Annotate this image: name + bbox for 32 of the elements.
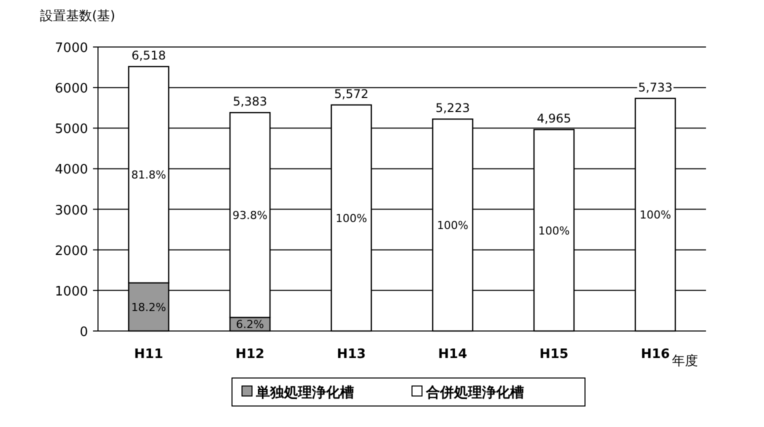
y-tick-label: 0 (80, 325, 88, 340)
y-tick-label: 1000 (54, 284, 88, 300)
y-axis-title: 設置基数(基) (40, 9, 116, 24)
annotation: 100% (336, 212, 368, 225)
total-label: 5,223 (435, 101, 470, 116)
x-tick-label: H16 (640, 347, 670, 362)
total-label: 5,383 (232, 94, 268, 109)
annotation: 93.8% (232, 209, 268, 222)
x-tick-label: H12 (236, 347, 264, 362)
annotation: 100% (640, 208, 672, 222)
annotation: 18.2% (131, 300, 166, 314)
total-label: 6,518 (131, 48, 166, 63)
y-tick-label: 3000 (54, 203, 88, 218)
y-tick-label: 6000 (54, 82, 88, 97)
y-tick-label: 5000 (54, 122, 88, 138)
x-tick-label: H11 (134, 347, 164, 362)
total-label: 5,733 (638, 80, 673, 94)
annotation: 100% (538, 224, 570, 238)
legend-label: 単独処理浄化槽 (255, 385, 354, 401)
total-label: 4,965 (536, 112, 572, 126)
annotation: 6.2% (236, 318, 264, 332)
x-tick-label: H14 (438, 347, 468, 362)
y-tick-label: 2000 (54, 244, 88, 259)
y-tick-label: 4000 (54, 162, 88, 178)
legend-label: 合併処理浄化槽 (425, 385, 524, 401)
x-tick-label: H13 (336, 347, 366, 362)
y-tick-label: 7000 (54, 41, 88, 56)
annotation: 81.8% (131, 168, 166, 182)
total-label: 5,572 (334, 86, 369, 101)
x-axis-title: 年度 (672, 353, 698, 369)
annotation: 100% (436, 219, 468, 232)
x-tick-label: H15 (540, 347, 568, 362)
